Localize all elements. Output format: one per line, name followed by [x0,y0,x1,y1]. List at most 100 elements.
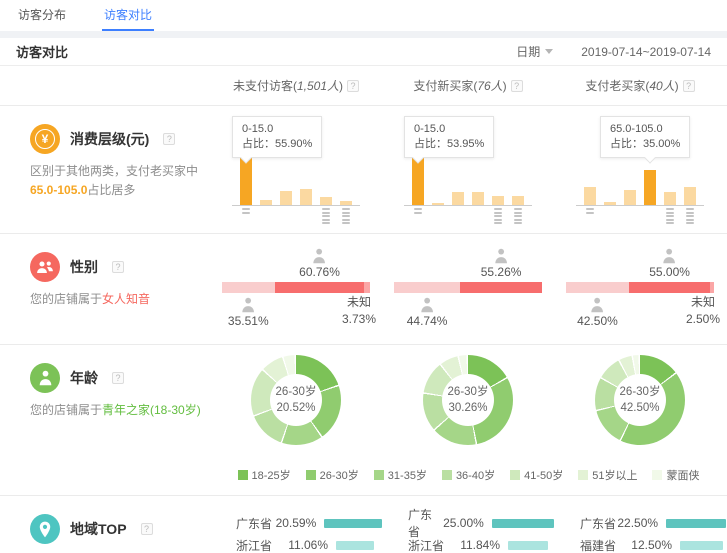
tooltip-range: 65.0-105.0 [610,123,663,135]
age-donut-cell[interactable]: 26-30岁 20.52% [210,345,382,453]
help-icon[interactable]: ? [347,80,360,92]
age-donut[interactable]: 26-30岁 30.26% [423,355,513,445]
male-segment[interactable] [222,282,275,293]
unknown-segment[interactable] [710,282,714,293]
male-icon [242,297,255,313]
bar[interactable] [320,197,332,205]
bar[interactable] [240,149,252,205]
bar[interactable] [604,202,616,205]
age-bucket-percent: 20.52% [276,402,316,414]
region-bar [324,518,382,528]
bar[interactable] [432,203,444,205]
date-range-picker[interactable]: 2019-07-14~2019-07-14 [581,44,711,59]
legend-item[interactable]: 36-40岁 [441,467,495,483]
date-type-label: 日期 [516,45,541,59]
legend-item[interactable]: 51岁以上 [578,467,637,483]
male-icon [421,297,433,313]
help-icon[interactable]: ? [140,523,153,535]
tab-visitor-distribution[interactable]: 访客分布 [18,8,67,22]
help-icon[interactable]: ? [112,261,124,273]
axis-tick-glyph [413,208,423,215]
unknown-stat: 未知 3.73% [342,294,376,328]
axis-tick-glyphs [232,208,360,224]
location-pin-icon [30,514,60,544]
legend-label: 蒙面侠 [666,470,700,482]
axis-tick-glyphs [404,208,532,224]
age-donut[interactable]: 26-30岁 20.52% [251,355,341,445]
bar[interactable] [260,200,272,205]
bar[interactable] [472,192,484,205]
region-name: 浙江省 [408,538,445,553]
region-percent: 11.06% [288,538,328,552]
help-icon[interactable]: ? [510,80,523,92]
tab-visitor-compare[interactable]: 访客对比 [102,0,155,31]
person-icon [30,363,60,393]
people-icon [30,252,60,282]
female-segment[interactable] [460,282,542,293]
male-segment[interactable] [394,282,461,293]
help-icon[interactable]: ? [163,133,176,145]
gender-chart-cell[interactable]: 60.76% 35.51% 未知 3.73% [210,234,382,344]
axis-tick-glyph [341,208,351,226]
bar[interactable] [512,196,524,205]
donut-center-label: 26-30岁 20.52% [270,374,322,426]
female-segment[interactable] [274,282,365,293]
region-percent: 25.00% [443,516,484,530]
column-header-old-buyer: 支付老买家(40人)? [554,77,726,94]
bar[interactable] [340,201,352,205]
bar-group [576,146,704,206]
date-type-dropdown[interactable]: 日期 [516,43,554,60]
age-donut[interactable]: 26-30岁 42.50% [595,355,685,445]
unknown-segment[interactable] [364,282,370,293]
region-bar [336,540,374,550]
bar[interactable] [492,196,504,205]
consumption-chart-cell[interactable]: 0-15.0 占比：53.95% [382,106,554,233]
female-percent: 55.00% [649,265,690,279]
bar[interactable] [644,170,656,205]
section-title: 地域TOP [70,521,127,537]
axis-tick-glyph [241,208,251,215]
gender-chart-cell[interactable]: 55.00% 42.50% 未知 2.50% [554,234,726,344]
gender-chart-cell[interactable]: 55.26% 44.74% [382,234,554,344]
consumption-chart-cell[interactable]: 65.0-105.0 占比：35.00% [554,106,726,233]
age-bucket-label: 26-30岁 [619,386,661,398]
legend-item[interactable]: 31-35岁 [373,467,427,483]
bar-chart: 0-15.0 占比：55.90% [232,114,360,226]
section-gender: 性别 ? 您的店铺属于女人知音 60.76% 35.51% 未知 3.73% 55.26… [0,234,727,345]
region-name: 广东省 [408,508,433,539]
legend-item[interactable]: 26-30岁 [305,467,359,483]
chevron-down-icon [545,49,554,54]
bar[interactable] [300,189,312,205]
region-row: 浙江省 11.06% [236,534,382,553]
legend-item[interactable]: 蒙面侠 [652,467,699,483]
bar[interactable] [280,191,292,205]
bar-group [232,146,360,206]
age-bucket-label: 26-30岁 [447,386,489,398]
axis-tick-glyph [685,208,695,226]
female-segment[interactable] [628,282,711,293]
male-segment[interactable] [566,282,629,293]
legend-item[interactable]: 41-50岁 [510,467,563,483]
consumption-chart-cell[interactable]: 0-15.0 占比：55.90% [210,106,382,233]
age-donut-cell[interactable]: 26-30岁 42.50% [554,345,726,453]
donut-center-label: 26-30岁 42.50% [614,374,666,426]
tooltip-range: 0-15.0 [242,123,274,135]
bar[interactable] [624,190,636,205]
region-row: 广东省 20.59% [236,512,382,534]
help-icon[interactable]: ? [112,372,124,384]
help-icon[interactable]: ? [682,80,695,92]
bar[interactable] [584,187,596,205]
bar[interactable] [412,151,424,205]
male-percent: 35.51% [227,314,269,328]
age-donut-cell[interactable]: 26-30岁 30.26% [382,345,554,453]
female-stat: 55.26% [481,248,521,279]
region-name: 广东省 [580,516,617,531]
tab-bar: 访客分布 访客对比 [0,0,727,31]
legend-label: 26-30岁 [319,470,359,482]
legend-item[interactable]: 18-25岁 [237,467,291,483]
bar[interactable] [664,192,676,205]
bar[interactable] [452,192,464,205]
gender-bar [394,282,542,293]
bar[interactable] [684,187,696,205]
legend-label: 31-35岁 [387,470,427,482]
